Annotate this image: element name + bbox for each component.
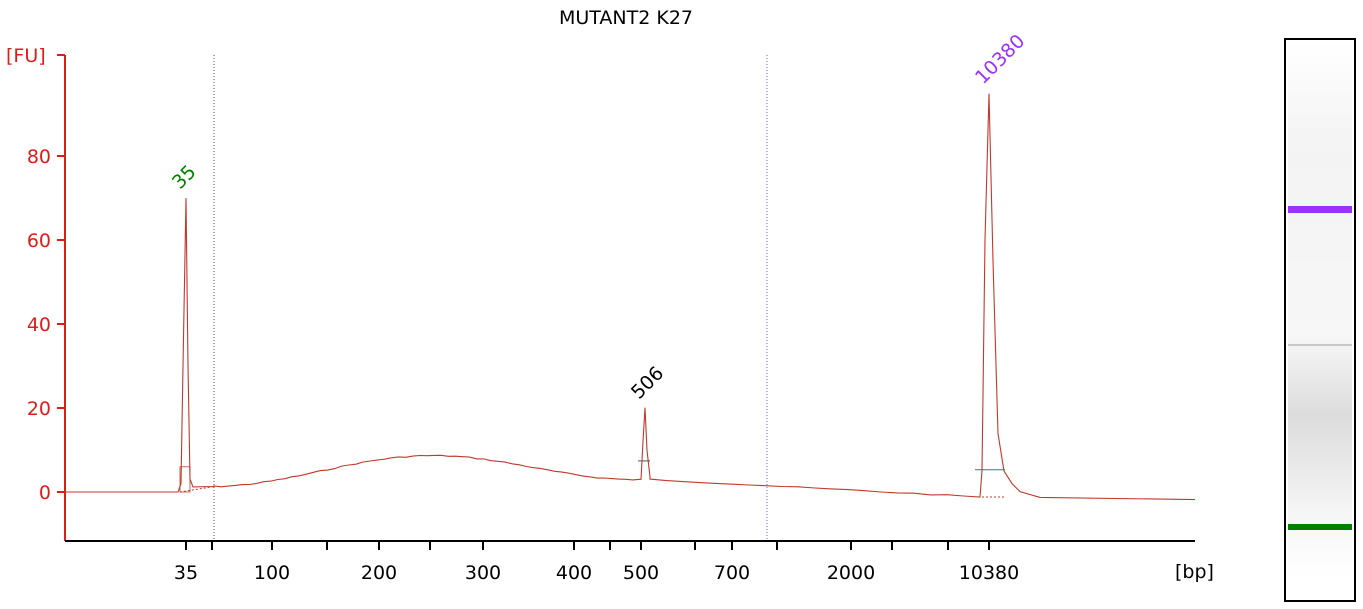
plot-area: 0 20 40 60 80 35 100 200 300 400 500 700 2000 10380 35… — [27, 30, 1196, 584]
y-tick-label: 20 — [27, 398, 51, 420]
peak-label: 506 — [627, 362, 668, 403]
x-axis-label: [bp] — [1175, 561, 1214, 583]
upper-marker-band — [1288, 206, 1352, 213]
trace-line — [65, 93, 1196, 501]
sample-band-band — [1288, 344, 1352, 346]
x-tick-label: 400 — [556, 562, 592, 584]
gel-lane — [1284, 38, 1356, 602]
y-tick-label: 0 — [39, 482, 51, 504]
baseline-segment — [179, 486, 215, 493]
y-tick-label: 80 — [27, 146, 51, 168]
x-tick-label: 35 — [174, 562, 198, 584]
x-tick-label: 200 — [361, 562, 397, 584]
y-axis-label: [FU] — [6, 45, 46, 67]
x-tick-label: 300 — [465, 562, 501, 584]
x-tick-label: 500 — [623, 562, 659, 584]
chart-title: MUTANT2 K27 — [559, 7, 693, 29]
x-tick-label: 700 — [714, 562, 750, 584]
y-tick-label: 40 — [27, 314, 51, 336]
gel-lane-background — [1288, 42, 1352, 576]
peak-label: 10380 — [971, 30, 1029, 88]
y-tick-label: 60 — [27, 230, 51, 252]
x-tick-label: 10380 — [959, 562, 1019, 584]
peak-label: 35 — [168, 161, 201, 194]
x-tick-label: 2000 — [827, 562, 875, 584]
x-tick-label: 100 — [254, 562, 290, 584]
peak-area-box — [179, 466, 191, 493]
lower-marker-band — [1288, 524, 1352, 530]
